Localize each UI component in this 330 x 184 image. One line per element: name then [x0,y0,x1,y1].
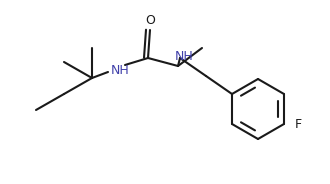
Text: NH: NH [111,63,129,77]
Text: F: F [295,118,302,130]
Text: O: O [145,15,155,27]
Text: NH: NH [175,49,194,63]
